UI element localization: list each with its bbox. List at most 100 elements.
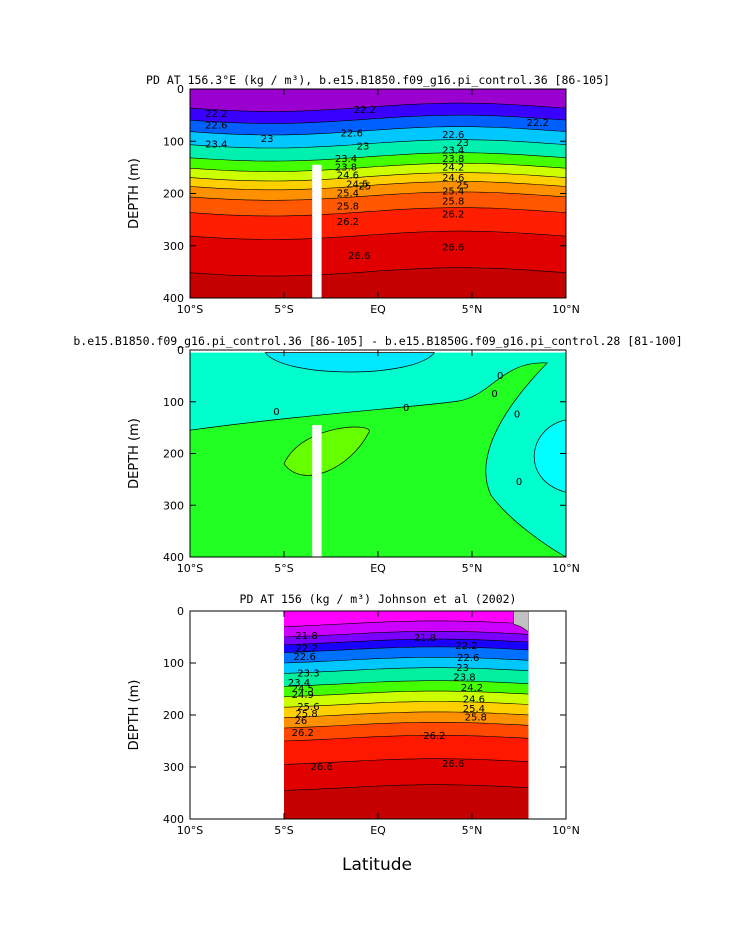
x-tick-label: 5°N [462, 303, 483, 316]
contour-label: 22.6 [341, 128, 363, 139]
contour-label: 23.4 [288, 678, 310, 689]
y-tick-label: 200 [163, 709, 184, 722]
contour-label: 21.8 [414, 633, 436, 644]
contour-label: 21.8 [295, 631, 317, 642]
contour-label: 24.5 [346, 180, 368, 191]
y-tick-label: 200 [163, 448, 184, 461]
missing-data-gap [312, 425, 322, 557]
contour-label: 25 [358, 182, 371, 193]
contour-label: 23.8 [335, 162, 357, 173]
contour-label: 25.8 [295, 709, 317, 720]
contour-label: 26.6 [310, 762, 332, 773]
y-tick-label: 300 [163, 240, 184, 253]
contour-label: 0 [514, 410, 520, 421]
contour-label: 22.2 [295, 643, 317, 654]
contour-label: 25.4 [442, 186, 464, 197]
contour-label: 24.2 [461, 683, 483, 694]
x-axis-label: Latitude [342, 855, 412, 875]
contour-label: 22.6 [294, 652, 316, 663]
contour-label: 23 [456, 138, 469, 149]
panel-title: PD AT 156 (kg / m³) Johnson et al (2002) [240, 592, 517, 606]
contour-label: 22.6 [442, 130, 464, 141]
y-tick-label: 100 [163, 657, 184, 670]
contour-label: 22.6 [205, 121, 227, 132]
contour-label: 23.3 [297, 668, 319, 679]
contour-label: 24.6 [337, 171, 359, 182]
x-tick-label: 5°N [462, 824, 483, 837]
panel-title: PD AT 156.3°E (kg / m³), b.e15.B1850.f09… [146, 73, 610, 87]
contour-label: 0 [491, 389, 497, 400]
land-mask [513, 611, 529, 633]
contour-label: 26.2 [442, 209, 464, 220]
y-tick-label: 400 [163, 551, 184, 564]
contour-label: 24.2 [442, 162, 464, 173]
negative-anomaly-region [264, 352, 436, 373]
contour-label: 0 [497, 371, 503, 382]
x-tick-label: 10°N [552, 824, 580, 837]
y-tick-label: 100 [163, 135, 184, 148]
contour-label: 25.8 [465, 713, 487, 724]
y-axis-label: DEPTH (m) [127, 158, 142, 229]
contour-label: 25.4 [463, 704, 485, 715]
x-tick-label: 5°N [462, 562, 483, 575]
contour-label: 24.6 [442, 173, 464, 184]
x-tick-label: EQ [370, 824, 386, 837]
density-band [284, 784, 529, 819]
contour-label: 22.2 [527, 118, 549, 129]
y-axis-label: DEPTH (m) [127, 680, 142, 751]
y-tick-label: 300 [163, 499, 184, 512]
panel-1: 22.222.62323.422.222.62323.423.824.624.5… [127, 73, 610, 316]
y-tick-label: 200 [163, 188, 184, 201]
contour-label: 0 [273, 407, 279, 418]
panel-3: 21.822.222.623.323.424.524.925.625.82626… [127, 592, 580, 837]
y-tick-label: 400 [163, 813, 184, 826]
y-tick-label: 0 [177, 83, 184, 96]
contour-label: 22.2 [455, 641, 477, 652]
contour-label: 0 [516, 477, 522, 488]
panel-3-field [284, 611, 529, 819]
contour-label: 24.5 [292, 684, 314, 695]
y-tick-label: 0 [177, 344, 184, 357]
y-tick-label: 300 [163, 761, 184, 774]
contour-label: 22.2 [205, 109, 227, 120]
x-tick-label: 5°S [274, 303, 293, 316]
contour-label: 26.6 [442, 242, 464, 253]
density-band [190, 267, 566, 298]
contour-label: 22.6 [457, 653, 479, 664]
missing-data-gap [312, 164, 322, 298]
east-anomaly-region [533, 419, 566, 493]
x-tick-label: 10°N [552, 562, 580, 575]
contour-label: 25 [456, 181, 469, 192]
contour-label: 22.2 [354, 105, 376, 116]
contour-label: 26.2 [423, 731, 445, 742]
contour-label: 25.4 [337, 189, 359, 200]
contour-label: 23.8 [453, 673, 475, 684]
contour-label: 23.4 [205, 139, 227, 150]
panel-1-field [190, 89, 566, 298]
contour-label: 25.8 [337, 202, 359, 213]
panel-title: b.e15.B1850.f09_g16.pi_control.36 [86-10… [73, 334, 682, 348]
y-tick-label: 0 [177, 605, 184, 618]
contour-label: 23.8 [442, 154, 464, 165]
y-axis-label: DEPTH (m) [127, 418, 142, 489]
x-tick-label: 5°S [274, 824, 293, 837]
x-tick-label: EQ [370, 303, 386, 316]
x-tick-label: EQ [370, 562, 386, 575]
contour-label: 26.2 [292, 728, 314, 739]
contour-label: 26.6 [348, 251, 370, 262]
contour-label: 24.6 [463, 694, 485, 705]
panel-2-field [190, 350, 566, 557]
contour-label: 26.2 [337, 217, 359, 228]
contour-label: 23 [456, 663, 469, 674]
x-tick-label: 10°S [177, 303, 203, 316]
contour-label: 26 [295, 716, 308, 727]
contour-label: 24.9 [292, 690, 314, 701]
contour-label: 23 [261, 134, 274, 145]
contour-label: 0 [403, 403, 409, 414]
x-tick-label: 10°S [177, 824, 203, 837]
y-tick-label: 100 [163, 396, 184, 409]
y-tick-label: 400 [163, 292, 184, 305]
x-tick-label: 10°S [177, 562, 203, 575]
